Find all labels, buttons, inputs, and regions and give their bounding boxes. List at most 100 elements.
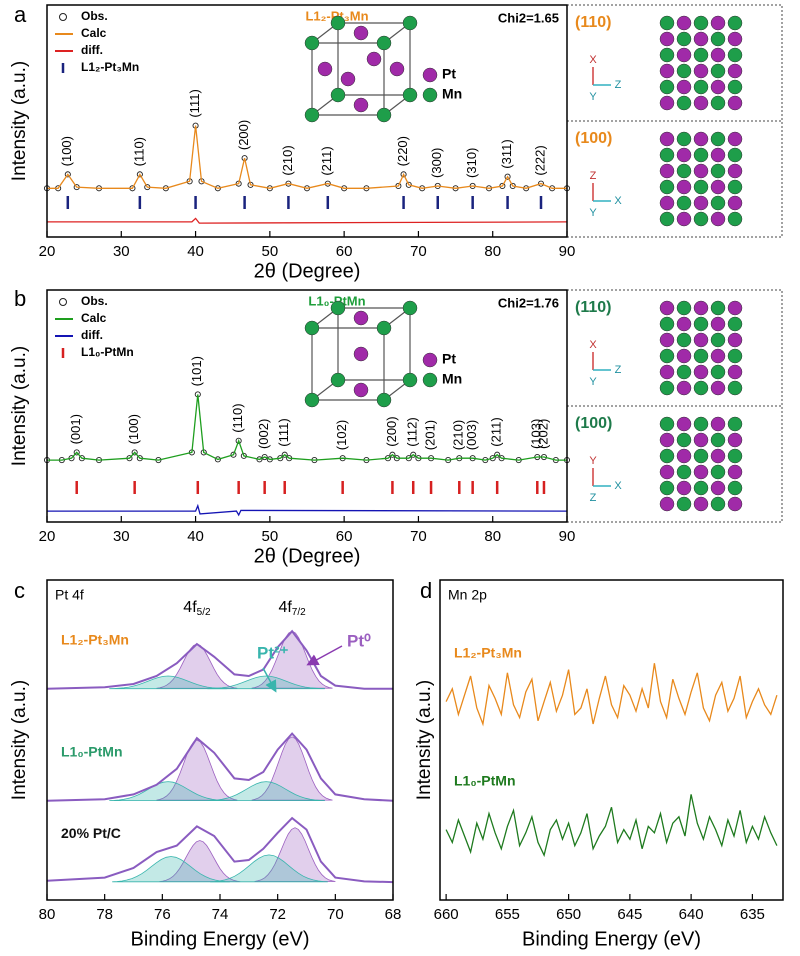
peak-label-main: 4f bbox=[278, 599, 292, 616]
peak-label: (200) bbox=[384, 416, 399, 446]
obs-point bbox=[230, 451, 237, 458]
peak-label: (100) bbox=[59, 136, 74, 166]
legend-label: diff. bbox=[81, 328, 103, 342]
atom bbox=[676, 95, 692, 111]
atom bbox=[330, 372, 346, 388]
peak-label: (002) bbox=[256, 419, 271, 449]
atom bbox=[727, 63, 743, 79]
atom bbox=[304, 107, 320, 123]
legend-label: Obs. bbox=[81, 294, 108, 308]
x-tick-label: 650 bbox=[556, 906, 581, 923]
atom bbox=[422, 372, 438, 388]
peak-label: (110) bbox=[131, 137, 146, 166]
atom bbox=[727, 147, 743, 163]
atom bbox=[659, 31, 675, 47]
atom bbox=[676, 147, 692, 163]
atom bbox=[693, 316, 709, 332]
obs-point bbox=[136, 171, 143, 178]
x-tick-label: 20 bbox=[39, 528, 56, 545]
atom bbox=[659, 15, 675, 31]
legend-label: Calc bbox=[81, 26, 107, 40]
atom bbox=[659, 147, 675, 163]
atom bbox=[693, 464, 709, 480]
peak-label: (201) bbox=[422, 420, 437, 450]
atom bbox=[710, 95, 726, 111]
atom bbox=[693, 211, 709, 227]
atom bbox=[710, 131, 726, 147]
series-label: L1₂-Pt₃Mn bbox=[454, 644, 522, 660]
obs-point bbox=[537, 180, 545, 187]
plot-frame bbox=[46, 579, 394, 901]
view-label: (100) bbox=[575, 415, 612, 432]
atom bbox=[693, 348, 709, 364]
atom bbox=[676, 348, 692, 364]
atom bbox=[710, 448, 726, 464]
atom bbox=[727, 95, 743, 111]
x-tick-label: 80 bbox=[484, 528, 501, 545]
peak-label: (210) bbox=[280, 145, 295, 175]
peak-label: (210) bbox=[451, 420, 466, 450]
axis-letter: Y bbox=[589, 455, 597, 467]
atom bbox=[330, 300, 346, 316]
atom bbox=[727, 131, 743, 147]
atom bbox=[676, 15, 692, 31]
axis-letter: X bbox=[589, 54, 597, 66]
x-tick-label: 40 bbox=[187, 528, 204, 545]
inset-legend-label: Pt bbox=[442, 66, 456, 82]
component-peak bbox=[254, 827, 336, 882]
atom bbox=[727, 332, 743, 348]
atom bbox=[727, 432, 743, 448]
x-axis-title: 2θ (Degree) bbox=[254, 260, 361, 282]
atom bbox=[710, 63, 726, 79]
atom bbox=[659, 348, 675, 364]
obs-point bbox=[64, 171, 71, 178]
atom bbox=[659, 480, 675, 496]
atom bbox=[304, 35, 320, 51]
atom bbox=[676, 31, 692, 47]
x-tick-label: 50 bbox=[262, 243, 279, 260]
axis-letter: Z bbox=[590, 170, 597, 182]
atom bbox=[422, 352, 438, 368]
x-tick-label: 30 bbox=[113, 528, 130, 545]
atom bbox=[710, 432, 726, 448]
atom bbox=[659, 79, 675, 95]
obs-point bbox=[504, 173, 511, 180]
peak-label: 4f7/2 bbox=[278, 599, 306, 617]
atom bbox=[727, 300, 743, 316]
x-tick-label: 660 bbox=[434, 906, 459, 923]
atom bbox=[676, 163, 692, 179]
atom bbox=[659, 332, 675, 348]
atom bbox=[676, 316, 692, 332]
atom bbox=[727, 179, 743, 195]
atom bbox=[727, 31, 743, 47]
atom bbox=[710, 79, 726, 95]
obs-point bbox=[410, 451, 417, 458]
atom bbox=[693, 47, 709, 63]
panel-letter: d bbox=[420, 578, 432, 603]
chi-annotation: Chi2=1.65 bbox=[498, 10, 559, 25]
view-label: (110) bbox=[575, 14, 611, 31]
atom bbox=[659, 316, 675, 332]
obs-point bbox=[131, 449, 138, 456]
atom bbox=[353, 310, 369, 326]
atom bbox=[710, 47, 726, 63]
atom bbox=[727, 15, 743, 31]
inset-legend-label: Mn bbox=[442, 86, 462, 102]
legend-label: Calc bbox=[81, 311, 107, 325]
axis-letter: X bbox=[614, 480, 622, 492]
x-tick-label: 640 bbox=[679, 906, 704, 923]
peak-label: (220) bbox=[395, 136, 410, 166]
inset-legend-label: Mn bbox=[442, 371, 462, 387]
y-axis-title: Intensity (a.u.) bbox=[9, 346, 30, 466]
axis-letter: Y bbox=[589, 376, 597, 388]
atom bbox=[353, 97, 369, 113]
panel-letter: b bbox=[14, 286, 26, 311]
atom bbox=[366, 51, 382, 67]
atom bbox=[659, 95, 675, 111]
plot-frame bbox=[46, 289, 568, 523]
atom bbox=[659, 195, 675, 211]
x-axis-title: 2θ (Degree) bbox=[254, 545, 361, 567]
y-axis-title: Intensity (a.u.) bbox=[9, 680, 30, 800]
axis-letter: Y bbox=[589, 207, 597, 219]
